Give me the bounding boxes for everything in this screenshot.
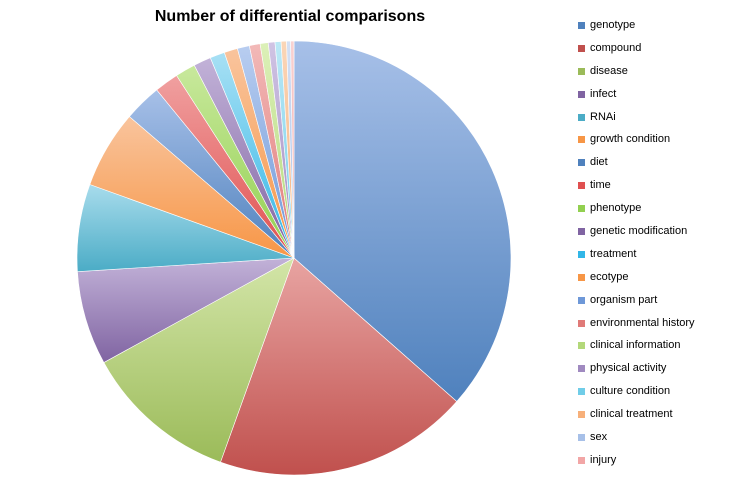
- legend-swatch: [578, 434, 585, 442]
- legend-swatch: [578, 22, 585, 29]
- legend-swatch: [578, 90, 585, 98]
- legend-label: compound: [590, 41, 642, 54]
- legend-swatch: [578, 250, 585, 258]
- legend-swatch: [578, 44, 585, 52]
- legend-item: genetic modification: [578, 224, 728, 247]
- legend-item: diet: [578, 155, 728, 178]
- legend-item: RNAi: [578, 110, 728, 133]
- legend-item: compound: [578, 41, 728, 64]
- legend-item: genotype: [578, 18, 728, 41]
- legend-label: injury: [590, 453, 617, 466]
- legend-item: sex: [578, 430, 728, 453]
- legend-label: time: [590, 179, 611, 192]
- pie-slice-compound: [220, 257, 458, 476]
- legend-swatch: [578, 319, 585, 327]
- legend-label: genetic modification: [590, 225, 688, 238]
- legend-item: disease: [578, 64, 728, 87]
- legend-label: treatment: [590, 247, 637, 260]
- legend-swatch: [578, 365, 585, 373]
- legend-item: environmental history: [578, 316, 728, 339]
- legend-label: ecotype: [590, 270, 629, 283]
- legend-item: ecotype: [578, 270, 728, 293]
- legend-item: phenotype: [578, 201, 728, 224]
- legend: genotype compound disease infect RNAi growth …: [578, 18, 728, 476]
- legend-item: clinical treatment: [578, 407, 728, 430]
- legend-swatch: [578, 136, 585, 144]
- legend-swatch: [578, 205, 585, 213]
- legend-swatch: [578, 456, 585, 464]
- legend-label: infect: [590, 87, 617, 100]
- legend-label: genotype: [590, 19, 636, 31]
- legend-item: organism part: [578, 293, 728, 316]
- pie-slice-genotype: [293, 40, 512, 402]
- pie-chart: [76, 40, 512, 476]
- legend-item: culture condition: [578, 384, 728, 407]
- legend-label: disease: [590, 64, 628, 77]
- legend-swatch: [578, 67, 585, 75]
- legend-label: environmental history: [590, 316, 695, 329]
- legend-label: sex: [590, 431, 608, 444]
- legend-label: diet: [590, 156, 608, 169]
- legend-label: phenotype: [590, 202, 642, 215]
- legend-swatch: [578, 228, 585, 236]
- legend-item: clinical information: [578, 338, 728, 361]
- legend-label: culture condition: [590, 385, 671, 398]
- legend-label: RNAi: [590, 110, 616, 123]
- pie-slice-disease: [103, 257, 295, 463]
- legend-label: organism part: [590, 293, 658, 306]
- legend-item: infect: [578, 87, 728, 110]
- legend-label: growth condition: [590, 133, 671, 146]
- legend-swatch: [578, 342, 585, 350]
- legend-swatch: [578, 411, 585, 419]
- legend-swatch: [578, 296, 585, 304]
- pie-slices: [76, 40, 512, 476]
- legend-label: clinical treatment: [590, 408, 673, 421]
- chart-title: Number of differential comparisons: [154, 8, 426, 25]
- legend-item: treatment: [578, 247, 728, 270]
- legend-item: growth condition: [578, 132, 728, 155]
- legend-swatch: [578, 113, 585, 121]
- legend-swatch: [578, 273, 585, 281]
- legend-item: time: [578, 178, 728, 201]
- legend-swatch: [578, 159, 585, 167]
- legend-label: clinical information: [590, 339, 681, 352]
- legend-label: physical activity: [590, 362, 667, 375]
- legend-swatch: [578, 182, 585, 190]
- pie-slice-injury: [290, 40, 295, 259]
- legend-item: physical activity: [578, 361, 728, 384]
- legend-swatch: [578, 388, 585, 396]
- legend-item: injury: [578, 453, 728, 476]
